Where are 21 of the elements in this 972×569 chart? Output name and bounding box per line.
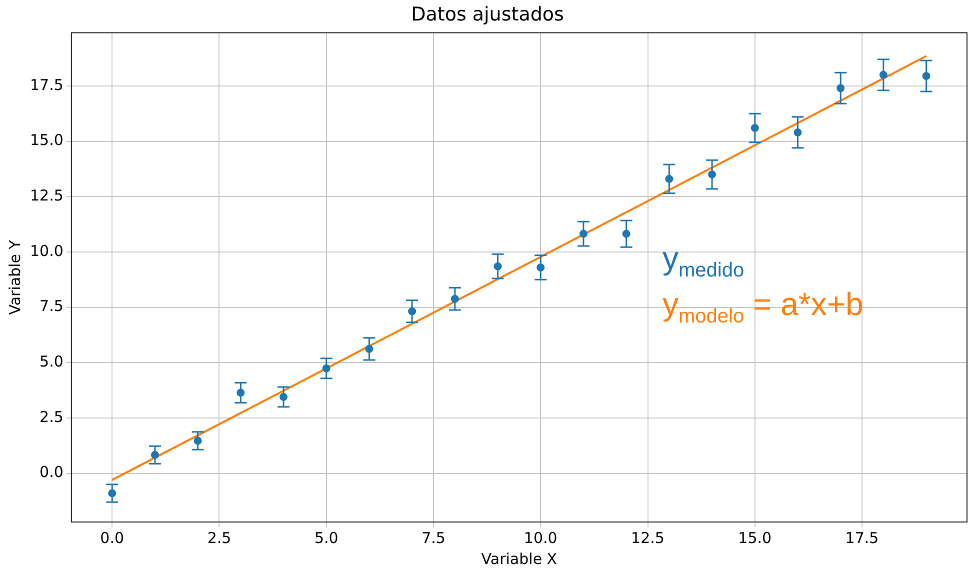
series-label: y$_{medido}$ xyxy=(662,239,746,284)
x-tick-label: 12.5 xyxy=(631,528,664,547)
y-axis-title: Variable Y xyxy=(6,239,24,315)
y-tick-label: 12.5 xyxy=(30,186,64,204)
chart-title: Datos ajustados xyxy=(411,3,564,26)
x-tick-label: 5.0 xyxy=(314,528,338,547)
y-tick-label: 15.0 xyxy=(30,131,64,150)
x-tick-label: 10.0 xyxy=(524,528,558,547)
y-tick-label: 7.5 xyxy=(40,297,64,316)
x-tick-label: 2.5 xyxy=(207,528,232,547)
text: y$_{modelo}$ = a*x+b xyxy=(662,284,864,330)
y-tick-label: 0.0 xyxy=(40,463,64,482)
y-tick-label: 5.0 xyxy=(40,352,64,371)
x-tick-label: 17.5 xyxy=(845,528,879,547)
x-tick-label: 15.0 xyxy=(738,528,772,547)
x-axis-title: Variable X xyxy=(481,550,558,568)
y-tick-label: 17.5 xyxy=(30,76,64,94)
y-tick-label: 10.0 xyxy=(30,242,64,260)
y-tick-label: 2.5 xyxy=(40,408,64,426)
x-tick-label: 7.5 xyxy=(422,528,446,547)
x-tick-label: 0.0 xyxy=(100,528,124,547)
